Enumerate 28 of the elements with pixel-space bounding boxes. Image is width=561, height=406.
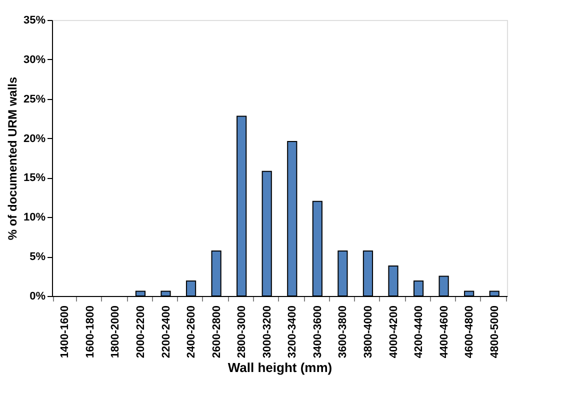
x-tick-label: 3400-3600 xyxy=(312,306,324,358)
y-tick-label: 5% xyxy=(30,251,46,264)
x-tick-label: 1800-2000 xyxy=(110,306,122,358)
x-tick-label: 2400-2600 xyxy=(186,306,198,358)
x-tick-label: 3800-4000 xyxy=(362,306,374,358)
x-tick-label: 1400-1600 xyxy=(59,306,72,358)
x-tick-label: 4200-4400 xyxy=(413,306,426,358)
y-tick-label: 25% xyxy=(23,93,46,106)
y-tick-label: 10% xyxy=(23,212,46,224)
x-tick-label: 2800-3000 xyxy=(236,306,248,358)
x-tick-label: 2000-2200 xyxy=(134,306,147,358)
x-tick-label: 4600-4800 xyxy=(464,306,476,358)
y-tick-label: 15% xyxy=(23,172,46,184)
x-tick-label: 1600-1800 xyxy=(84,306,96,358)
y-tick-label: 0% xyxy=(30,290,46,302)
x-tick-label: 2600-2800 xyxy=(210,306,223,358)
y-tick-label: 35% xyxy=(23,14,46,26)
x-axis-title: Wall height (mm) xyxy=(228,360,332,376)
y-tick-label: 20% xyxy=(23,132,46,145)
y-axis-title: % of documented URM walls xyxy=(5,76,20,240)
y-tick-label: 30% xyxy=(23,54,46,66)
x-tick-label: 3600-3800 xyxy=(337,306,350,358)
x-tick-label: 4800-5000 xyxy=(488,306,501,358)
x-tick-label: 4000-4200 xyxy=(388,306,400,358)
x-tick-label: 3000-3200 xyxy=(261,306,274,358)
x-tick-label: 4400-4600 xyxy=(438,306,450,358)
x-tick-label: 2200-2400 xyxy=(160,306,172,358)
x-tick-label: 3200-3400 xyxy=(286,306,299,358)
